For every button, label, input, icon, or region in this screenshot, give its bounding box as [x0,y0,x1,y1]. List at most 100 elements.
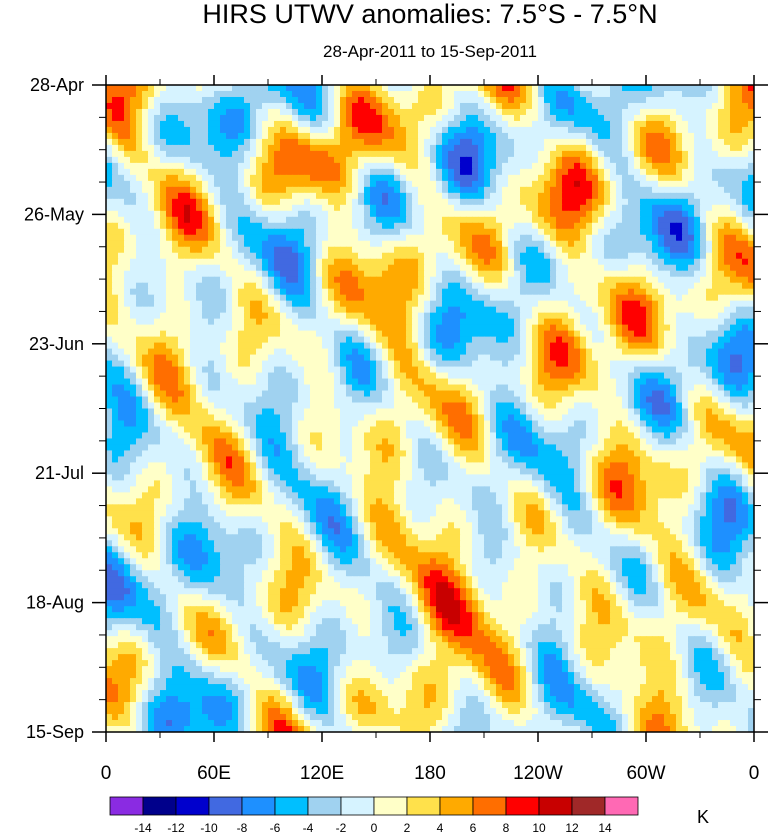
heatmap-cell [460,192,467,200]
heatmap-cell [496,264,503,272]
heatmap-cell [514,342,521,350]
heatmap-cell [412,252,419,260]
heatmap-cell [250,354,257,362]
heatmap-cell [736,90,743,98]
heatmap-cell [268,336,275,344]
heatmap-cell [508,90,515,98]
heatmap-cell [340,198,347,206]
heatmap-cell [538,276,545,284]
heatmap-cell [244,204,251,212]
heatmap-cell [286,354,293,362]
heatmap-cell [130,336,137,344]
heatmap-cell [220,132,227,140]
heatmap-cell [214,330,221,338]
heatmap-cell [706,240,713,248]
heatmap-cell [538,330,545,338]
heatmap-cell [208,288,215,296]
heatmap-cell [604,300,611,308]
heatmap-cell [292,270,299,278]
heatmap-cell [580,270,587,278]
heatmap-cell [676,204,683,212]
heatmap-cell [682,330,689,338]
heatmap-cell [364,186,371,194]
heatmap-cell [106,294,113,302]
heatmap-cell [286,336,293,344]
heatmap-cell [562,246,569,254]
heatmap-cell [652,300,659,308]
heatmap-cell [670,324,677,332]
heatmap-cell [292,132,299,140]
heatmap-cell [748,258,754,266]
heatmap-cell [664,258,671,266]
heatmap-cell [598,108,605,116]
heatmap-cell [742,138,749,146]
heatmap-cell [748,312,754,320]
heatmap-cell [310,138,317,146]
heatmap-cell [256,120,263,128]
heatmap-cell [496,300,503,308]
heatmap-cell [130,180,137,188]
heatmap-cell [700,126,707,134]
heatmap-cell [208,222,215,230]
heatmap-cell [520,324,527,332]
heatmap-cell [346,90,353,98]
heatmap-cell [298,85,305,92]
heatmap-cell [178,204,185,212]
heatmap-cell [502,306,509,314]
heatmap-cell [226,96,233,104]
heatmap-cell [634,348,641,356]
heatmap-cell [184,144,191,152]
heatmap-cell [610,138,617,146]
heatmap-cell [652,276,659,284]
heatmap-cell [250,336,257,344]
heatmap-cell [136,234,143,242]
heatmap-cell [442,138,449,146]
heatmap-cell [604,270,611,278]
heatmap-cell [364,126,371,134]
heatmap-cell [142,85,149,92]
heatmap-cell [508,324,515,332]
heatmap-cell [106,276,113,284]
heatmap-cell [472,156,479,164]
heatmap-cell [574,168,581,176]
heatmap-cell [556,168,563,176]
heatmap-cell [550,324,557,332]
heatmap-cell [610,258,617,266]
heatmap-cell [202,240,209,248]
heatmap-cell [412,210,419,218]
heatmap-cell [334,222,341,230]
heatmap-cell [430,336,437,344]
heatmap-cell [484,216,491,224]
heatmap-cell [394,180,401,188]
heatmap-cell [334,282,341,290]
heatmap-cell [142,156,149,164]
heatmap-cell [406,222,413,230]
heatmap-cell [442,156,449,164]
heatmap-cell [472,324,479,332]
heatmap-cell [358,258,365,266]
heatmap-cell [160,240,167,248]
heatmap-cell [418,180,425,188]
heatmap-cell [622,324,629,332]
heatmap-cell [628,240,635,248]
heatmap-cell [316,246,323,254]
heatmap-cell [328,108,335,116]
heatmap-cell [526,132,533,140]
heatmap-cell [682,288,689,296]
heatmap-cell [406,144,413,152]
heatmap-cell [514,120,521,128]
heatmap-cell [328,282,335,290]
heatmap-cell [622,294,629,302]
heatmap-cell [112,336,119,344]
heatmap-cell [244,252,251,260]
heatmap-cell [196,312,203,320]
heatmap-cell [718,156,725,164]
heatmap-cell [208,240,215,248]
heatmap-cell [208,192,215,200]
heatmap-cell [220,90,227,98]
heatmap-cell [304,300,311,308]
heatmap-cell [736,222,743,230]
heatmap-cell [358,252,365,260]
heatmap-cell [352,258,359,266]
heatmap-cell [724,102,731,110]
